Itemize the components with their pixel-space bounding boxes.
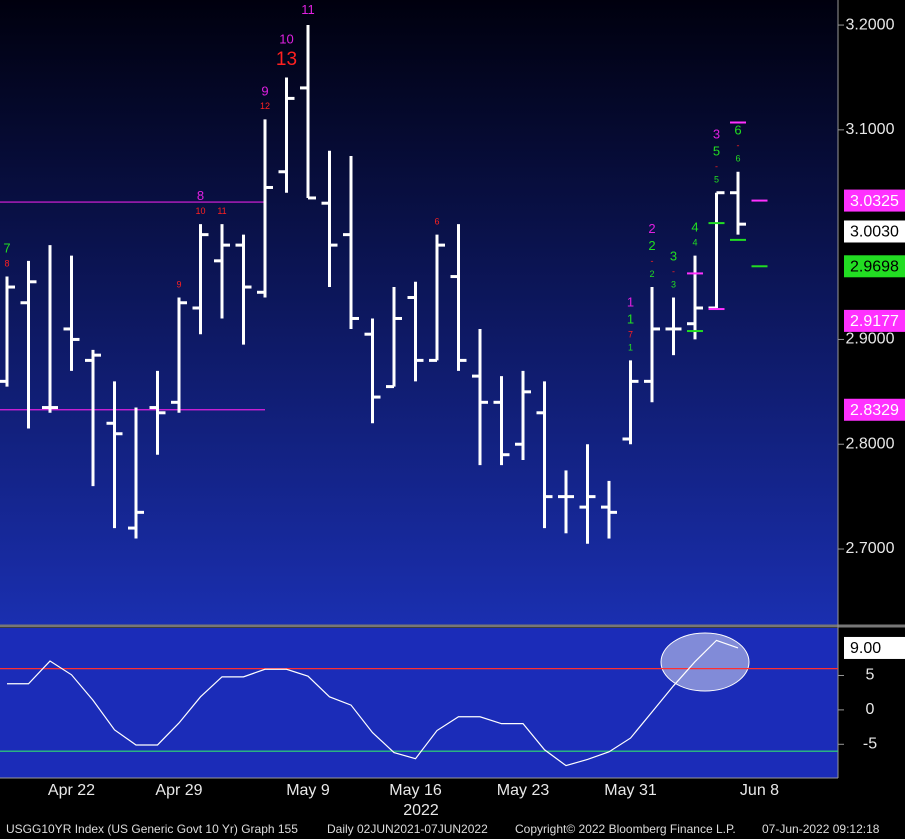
count-label: 1 [627, 294, 634, 309]
count-label: - [737, 141, 740, 151]
count-label: 12 [260, 101, 270, 111]
value-badge-label: 2.9177 [850, 313, 899, 330]
y-tick-label: 3.1000 [846, 121, 895, 138]
count-label: 2 [648, 238, 655, 253]
count-label: 3 [713, 127, 720, 142]
value-badge [844, 189, 905, 212]
count-label: 3 [670, 248, 677, 263]
x-tick-label: May 16 [389, 782, 442, 799]
count-label: 9 [176, 279, 181, 289]
count-label: 3 [671, 279, 676, 289]
y-tick-label: 0 [866, 701, 875, 718]
count-label: 2 [648, 221, 655, 236]
count-label: 5 [713, 144, 720, 159]
price-panel [0, 0, 838, 625]
value-badge-label: 3.0030 [850, 224, 899, 241]
x-tick-label: May 9 [286, 782, 330, 799]
count-label: 10 [279, 31, 293, 46]
count-label: 9 [261, 83, 268, 98]
footer-range: Daily 02JUN2021-07JUN2022 [327, 822, 488, 836]
count-label: 11 [217, 206, 226, 216]
count-label: 5 [714, 175, 719, 185]
y-tick-label: 5 [866, 667, 875, 684]
count-label: - [651, 256, 654, 266]
count-label: 1 [628, 342, 633, 352]
oscillator-line [7, 639, 739, 767]
value-badge [844, 398, 905, 421]
count-label: 10 [195, 206, 205, 216]
count-label: 7 [3, 240, 10, 255]
x-tick-label: May 31 [604, 782, 657, 799]
count-label: 4 [692, 237, 697, 247]
count-label: 6 [734, 123, 741, 138]
value-badge-label: 3.0325 [850, 193, 899, 210]
count-label: 2 [649, 269, 654, 279]
value-badge [844, 636, 905, 659]
count-label: - [672, 266, 675, 276]
y-tick-label: 2.9000 [846, 331, 895, 348]
y-tick-label: -5 [863, 736, 877, 753]
count-label: 8 [197, 188, 204, 203]
count-label: 6 [735, 154, 740, 164]
x-axis-year: 2022 [403, 802, 439, 819]
x-tick-label: Jun 8 [740, 782, 779, 799]
x-tick-label: Apr 29 [155, 782, 202, 799]
y-tick-label: 2.7000 [846, 540, 895, 557]
value-badge-label: 2.9698 [850, 259, 899, 276]
oscillator-panel [0, 628, 838, 778]
value-badge-label: 2.8329 [850, 402, 899, 419]
footer-timestamp: 07-Jun-2022 09:12:18 [762, 822, 880, 836]
y-tick-label: 3.2000 [846, 16, 895, 33]
count-label: - [715, 162, 718, 172]
count-label: 6 [434, 217, 439, 227]
value-badge [844, 309, 905, 332]
x-tick-label: Apr 22 [48, 782, 95, 799]
count-label: 13 [276, 49, 297, 70]
value-badge [844, 220, 905, 243]
value-badge-label: 9.00 [850, 640, 881, 657]
count-label: 1 [627, 311, 634, 326]
count-label: 4 [691, 220, 698, 235]
x-tick-label: May 23 [497, 782, 550, 799]
y-tick-label: 2.8000 [846, 435, 895, 452]
count-label: 11 [301, 2, 315, 17]
highlight-circle [660, 632, 750, 692]
value-badge [844, 255, 905, 278]
count-label: 8 [4, 258, 9, 268]
footer-ticker: USGG10YR Index (US Generic Govt 10 Yr) G… [6, 822, 298, 836]
footer-copyright: Copyright© 2022 Bloomberg Finance L.P. [515, 822, 736, 836]
count-label: 7 [628, 329, 633, 339]
